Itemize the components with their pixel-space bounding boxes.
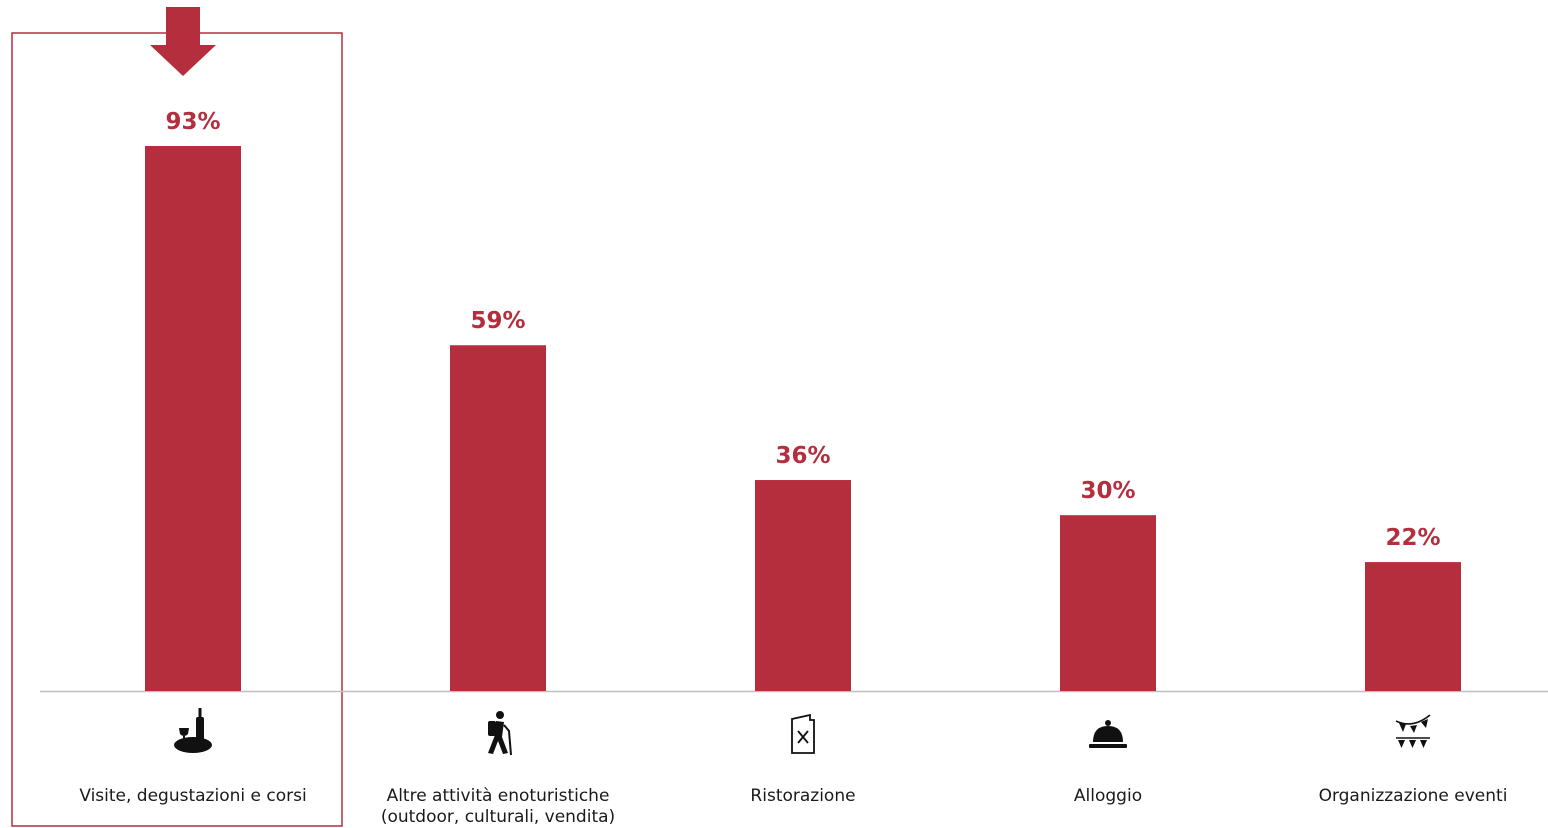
category-label: Ristorazione [750, 786, 855, 806]
value-label: 36% [775, 443, 830, 469]
bar [755, 480, 851, 691]
bar [1365, 562, 1461, 691]
bar [1060, 515, 1156, 691]
value-label: 59% [470, 308, 525, 334]
wine-tasting-icon [174, 708, 212, 753]
category-label: (outdoor, culturali, vendita) [381, 807, 615, 827]
category-label: Altre attività enoturistiche [387, 786, 610, 806]
category-label: Visite, degustazioni e corsi [79, 786, 306, 806]
value-label: 30% [1080, 478, 1135, 504]
hiker-icon [488, 711, 512, 756]
bar [450, 345, 546, 691]
value-label: 93% [165, 109, 220, 135]
bunting-flags-icon [1395, 714, 1431, 748]
menu-icon [791, 713, 815, 754]
category-label: Organizzazione eventi [1319, 786, 1508, 806]
service-bell-icon [1089, 720, 1127, 748]
highlight-arrow-icon [150, 7, 216, 76]
bar [145, 146, 241, 691]
category-label: Alloggio [1074, 786, 1142, 806]
value-label: 22% [1385, 525, 1440, 551]
